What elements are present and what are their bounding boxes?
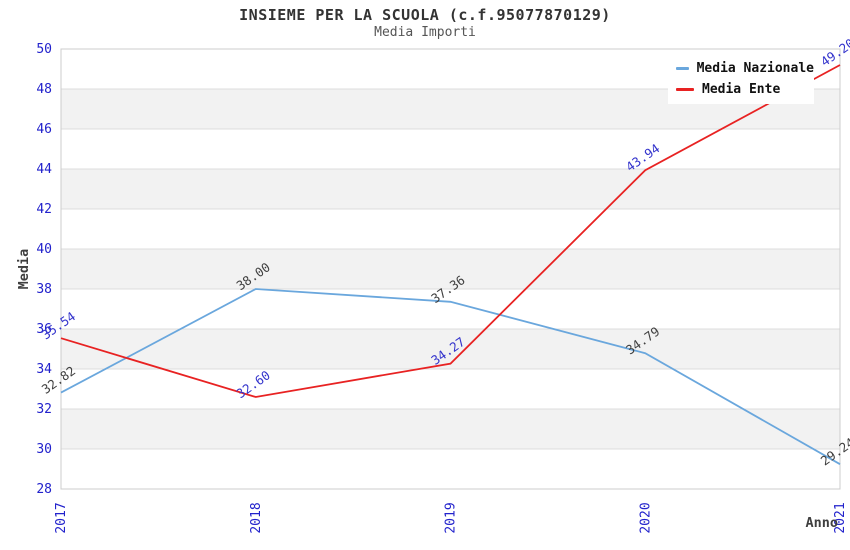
y-tick-label: 36 <box>36 322 52 337</box>
y-tick-label: 44 <box>36 162 52 177</box>
x-tick-label: 2019 <box>444 502 459 533</box>
x-axis-title: Anno <box>805 515 838 531</box>
x-tick-label: 2020 <box>638 502 653 533</box>
y-tick-label: 46 <box>36 122 52 137</box>
legend-item-media-nazionale: Media Nazionale <box>676 61 814 76</box>
chart-subtitle: Media Importi <box>374 25 476 40</box>
point-label: 49.20 <box>818 35 850 69</box>
legend: Media Nazionale Media Ente <box>668 54 814 104</box>
y-axis-title: Media <box>16 249 32 290</box>
series-line-media-ente <box>60 64 841 398</box>
legend-swatch-media-nazionale <box>676 67 689 71</box>
x-tick-label: 2017 <box>54 502 69 533</box>
y-tick-label: 30 <box>36 442 52 457</box>
y-tick-label: 34 <box>36 362 52 377</box>
series-line-media-nazionale <box>60 288 841 465</box>
legend-label-media-nazionale: Media Nazionale <box>696 61 814 77</box>
chart-title: INSIEME PER LA SCUOLA (c.f.95077870129) <box>239 6 611 24</box>
legend-swatch-media-ente <box>676 87 694 91</box>
y-tick-label: 28 <box>36 482 52 497</box>
legend-item-media-ente: Media Ente <box>676 82 814 97</box>
y-tick-label: 42 <box>36 202 52 217</box>
y-tick-label: 38 <box>36 282 52 297</box>
x-tick-label: 2018 <box>249 502 264 533</box>
plot-band <box>61 249 840 289</box>
plot-band <box>61 409 840 449</box>
y-tick-label: 48 <box>36 82 52 97</box>
y-tick-label: 40 <box>36 242 52 257</box>
legend-label-media-ente: Media Ente <box>702 81 781 97</box>
plot-band <box>61 169 840 209</box>
y-tick-label: 50 <box>36 42 52 57</box>
plot-border <box>60 48 841 490</box>
x-tick-label: 2021 <box>833 502 848 533</box>
y-tick-label: 32 <box>36 402 52 417</box>
